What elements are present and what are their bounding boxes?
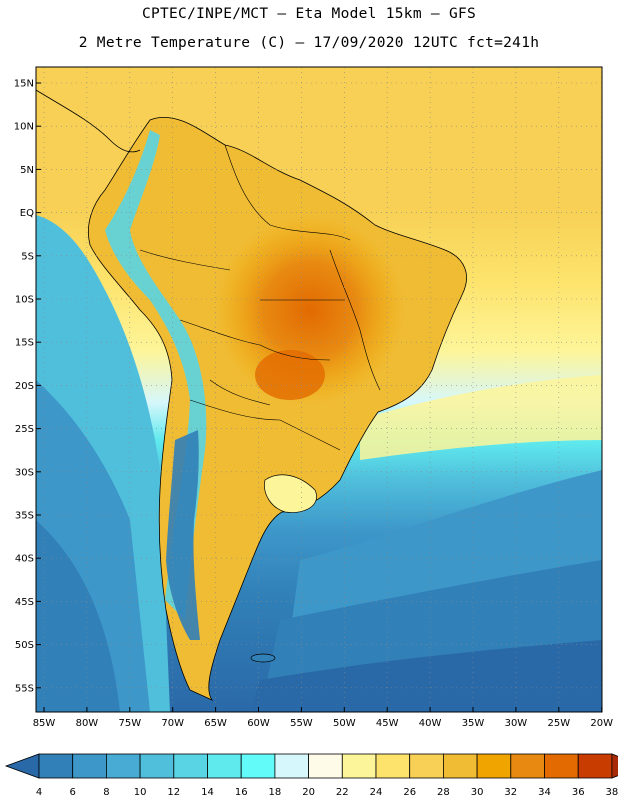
colorbar-swatch (510, 753, 545, 779)
lon-label: 30W (505, 718, 528, 729)
lat-label: 10S (15, 295, 34, 306)
lon-label: 75W (118, 718, 141, 729)
colorbar-swatch (139, 753, 175, 779)
colorbar-label: 28 (437, 787, 450, 798)
lon-label: 45W (376, 718, 399, 729)
lat-label: 45S (15, 597, 34, 608)
map-frame (35, 66, 603, 713)
map-field (36, 67, 602, 712)
colorbar-swatch (106, 753, 141, 779)
colorbar-label: 24 (370, 787, 383, 798)
colorbar-swatch (544, 753, 579, 779)
colorbar-label: 36 (572, 787, 585, 798)
colorbar-swatch (409, 753, 444, 779)
lat-label: 10N (14, 122, 34, 133)
colorbar-swatch (274, 753, 309, 779)
colorbar-label: 6 (70, 787, 76, 798)
colorbar-label: 34 (538, 787, 551, 798)
lon-label: 55W (290, 718, 313, 729)
colorbar-swatch (72, 753, 107, 779)
lon-label: 60W (247, 718, 270, 729)
colorbar-labels: 4 6 8 10 12 14 16 18 20 22 24 26 28 30 32 34 36 38 (36, 787, 618, 798)
lat-label: 15N (14, 79, 34, 90)
colorbar-low-arrow (4, 753, 40, 779)
colorbar-swatch (173, 753, 208, 779)
hot-core-pantanal (255, 350, 325, 400)
lat-label: 20S (15, 381, 34, 392)
colorbar-label: 18 (269, 787, 282, 798)
map-subtitle: 2 Metre Temperature (C) – 17/09/2020 12U… (78, 35, 540, 51)
patagonia-cold-strip (166, 430, 200, 640)
colorbar-swatch (308, 753, 343, 779)
colorbar-label: 14 (201, 787, 214, 798)
lat-label: 30S (15, 467, 34, 478)
longitude-labels: 85W 80W 75W 70W 65W 60W 55W 50W 45W 40W 35W 30W 25W 2… (33, 707, 613, 729)
lat-label: 5N (20, 165, 34, 176)
colorbar-label: 10 (134, 787, 147, 798)
colorbar-label: 38 (606, 787, 618, 798)
lon-label: 35W (462, 718, 485, 729)
lon-label: 80W (76, 718, 99, 729)
colorbar (4, 753, 618, 779)
colorbar-swatch (577, 753, 613, 779)
falklands-islands (250, 653, 276, 663)
lon-label: 70W (161, 718, 184, 729)
colorbar-label: 30 (471, 787, 484, 798)
colorbar-label: 8 (103, 787, 109, 798)
lon-label: 65W (204, 718, 227, 729)
colorbar-label: 26 (403, 787, 416, 798)
lon-label: 50W (333, 718, 356, 729)
lat-label: EQ (20, 208, 34, 219)
colorbar-swatch (207, 753, 242, 779)
colorbar-high-arrow (611, 753, 618, 779)
colorbar-label: 32 (504, 787, 517, 798)
lon-label: 40W (419, 718, 442, 729)
lon-label: 85W (33, 718, 56, 729)
lon-label: 25W (547, 718, 570, 729)
colorbar-label: 22 (336, 787, 349, 798)
latitude-labels: 15N 10N 5N EQ 5S 10S 15S 20S 25S 30S 35S 40S 45S 50S 5… (14, 79, 41, 694)
central-america-coast (36, 89, 141, 153)
lon-label: 20W (590, 718, 613, 729)
lat-label: 50S (15, 640, 34, 651)
lat-label: 25S (15, 424, 34, 435)
atlantic-coldest-region (250, 640, 602, 712)
lat-label: 40S (15, 554, 34, 565)
colorbar-swatch (375, 753, 411, 779)
colorbar-swatch (442, 753, 478, 779)
colorbar-swatch (341, 753, 377, 779)
lat-label: 5S (21, 251, 34, 262)
colorbar-label: 20 (302, 787, 315, 798)
lat-label: 55S (15, 683, 34, 694)
hot-core-brazil (215, 215, 405, 405)
colorbar-label: 16 (235, 787, 248, 798)
colorbar-swatch (240, 753, 276, 779)
lat-label: 15S (15, 338, 34, 349)
colorbar-swatch (476, 753, 512, 779)
pacific-coldest-region (36, 520, 120, 712)
map-title: CPTEC/INPE/MCT – Eta Model 15km – GFS (141, 6, 477, 22)
lat-label: 35S (15, 511, 34, 522)
atlantic-warm-tongue (360, 375, 602, 460)
colorbar-label: 4 (36, 787, 42, 798)
uruguay-region (264, 474, 317, 513)
colorbar-swatch (38, 753, 74, 779)
colorbar-label: 12 (167, 787, 180, 798)
country-borders (139, 144, 381, 451)
